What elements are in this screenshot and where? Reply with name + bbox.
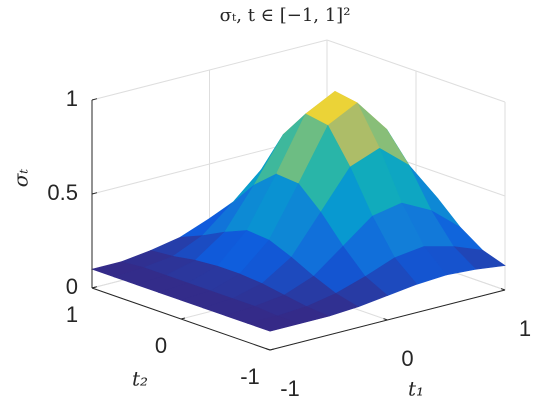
chart-title: σₜ, t ∈ [−1, 1]² xyxy=(220,5,351,26)
y-tick-label: -1 xyxy=(240,364,260,389)
tick-mark xyxy=(500,288,506,291)
x-tick-label: -1 xyxy=(280,376,300,401)
surface-patch xyxy=(246,315,301,332)
y-axis-label: t₂ xyxy=(132,367,148,391)
tick-mark xyxy=(91,98,98,101)
tick-mark xyxy=(91,192,98,195)
z-tick-label: 0 xyxy=(66,274,78,299)
y-tick-label: 0 xyxy=(155,333,167,358)
tick-mark xyxy=(180,317,186,320)
y-tick-label: 1 xyxy=(66,302,78,327)
tick-mark xyxy=(383,318,388,321)
tick-mark xyxy=(91,286,97,289)
z-axis-label: σₜ xyxy=(9,169,33,188)
z-tick-label: 0.5 xyxy=(47,180,78,205)
x-axis-label: t₁ xyxy=(408,377,424,401)
x-tick-label: 0 xyxy=(401,346,413,371)
tick-mark xyxy=(265,348,271,351)
z-tick-label: 1 xyxy=(66,86,78,111)
x-tick-label: 1 xyxy=(519,316,531,341)
tick-mark xyxy=(269,348,275,351)
